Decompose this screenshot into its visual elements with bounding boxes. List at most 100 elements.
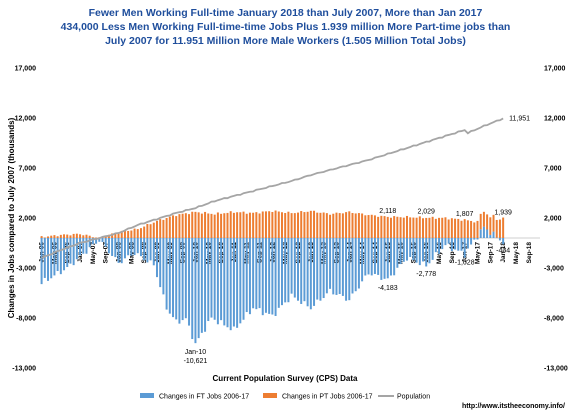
bars xyxy=(40,210,505,344)
pt-jobs-bar xyxy=(287,211,290,238)
data-label: -434 xyxy=(496,247,510,254)
pt-jobs-bar xyxy=(245,213,248,238)
pt-jobs-bar xyxy=(399,217,402,238)
ft-jobs-bar xyxy=(345,238,348,301)
pt-jobs-bar xyxy=(255,212,258,238)
pt-jobs-bar xyxy=(466,220,469,238)
ft-jobs-bar xyxy=(79,238,82,256)
ft-jobs-bar xyxy=(354,238,357,292)
pt-jobs-bar xyxy=(441,217,444,238)
pt-jobs-bar xyxy=(489,217,492,235)
x-axis-title: Current Population Survey (CPS) Data xyxy=(213,374,358,383)
pt-jobs-bar xyxy=(59,234,62,238)
ft-jobs-bar xyxy=(383,238,386,279)
ft-jobs-bar xyxy=(168,238,171,314)
y-tick-label: -8,000 xyxy=(16,316,36,323)
ft-jobs-bar xyxy=(255,238,258,310)
ft-jobs-bar xyxy=(399,238,402,265)
ft-jobs-bar xyxy=(200,238,203,333)
ft-jobs-bar xyxy=(248,238,251,315)
ft-jobs-bar xyxy=(59,238,62,275)
pt-jobs-bar xyxy=(280,212,283,238)
ft-jobs-bar xyxy=(204,238,207,332)
y2-tick-label: 7,000 xyxy=(544,166,562,173)
pt-jobs-bar xyxy=(236,212,239,238)
ft-jobs-bar xyxy=(325,238,328,294)
ft-jobs-bar xyxy=(470,238,473,245)
data-label: 1,807 xyxy=(456,211,474,218)
ft-jobs-bar xyxy=(261,238,264,316)
ft-jobs-bar xyxy=(297,238,300,301)
ft-jobs-bar xyxy=(207,238,210,322)
ft-jobs-bar xyxy=(422,238,425,262)
y-tick-label: 17,000 xyxy=(15,66,37,73)
pt-jobs-bar xyxy=(479,213,482,230)
ft-jobs-bar xyxy=(117,238,120,263)
ft-jobs-bar xyxy=(364,238,367,276)
ft-jobs-bar xyxy=(63,238,66,271)
legend-label: Changes in PT Jobs 2006-17 xyxy=(282,394,373,401)
pt-jobs-bar xyxy=(383,216,386,238)
pt-jobs-bar xyxy=(146,224,149,238)
data-label: Jan-10 xyxy=(185,349,207,356)
pt-jobs-bar xyxy=(239,212,242,238)
pt-jobs-bar xyxy=(438,217,441,238)
ft-jobs-bar xyxy=(277,238,280,308)
pt-jobs-bar xyxy=(197,212,200,238)
ft-jobs-bar xyxy=(293,238,296,298)
ft-jobs-bar xyxy=(309,238,312,310)
pt-jobs-bar xyxy=(53,235,56,238)
pt-jobs-bar xyxy=(306,211,309,238)
ft-jobs-bar xyxy=(300,238,303,304)
y-tick-label: -13,000 xyxy=(12,366,36,373)
data-label: 11,951 xyxy=(509,115,530,122)
ft-jobs-bar xyxy=(271,238,274,315)
ft-jobs-bar xyxy=(319,238,322,301)
pt-jobs-bar xyxy=(402,217,405,238)
ft-jobs-bar xyxy=(322,238,325,299)
ft-jobs-bar xyxy=(428,238,431,264)
pt-jobs-bar xyxy=(473,222,476,238)
ft-jobs-bar xyxy=(111,238,114,256)
pt-jobs-bar xyxy=(329,214,332,238)
pt-jobs-bar xyxy=(293,213,296,238)
ft-jobs-bar xyxy=(351,238,354,294)
pt-jobs-bar xyxy=(210,213,213,238)
y2-tick-label: 2,000 xyxy=(544,216,562,223)
ft-jobs-bar xyxy=(274,238,277,316)
ft-jobs-bar xyxy=(412,238,415,261)
pt-jobs-bar xyxy=(79,234,82,238)
pt-jobs-bar xyxy=(82,235,85,238)
pt-jobs-bar xyxy=(120,230,123,238)
chart-title-line: 434,000 Less Men Working Full-time-time … xyxy=(61,21,511,33)
ft-jobs-bar xyxy=(290,238,293,294)
ft-jobs-bar xyxy=(210,238,213,318)
pt-jobs-bar xyxy=(91,237,94,238)
pt-jobs-bar xyxy=(389,217,392,238)
ft-jobs-bar xyxy=(482,226,485,238)
pt-jobs-bar xyxy=(264,211,267,238)
ft-jobs-bar xyxy=(123,238,126,259)
pt-jobs-bar xyxy=(188,214,191,238)
y2-tick-label: 17,000 xyxy=(544,66,566,73)
pt-jobs-bar xyxy=(300,211,303,238)
ft-jobs-bar xyxy=(194,238,197,344)
data-label: 2,029 xyxy=(417,209,435,216)
ft-jobs-bar xyxy=(380,238,383,280)
ft-jobs-bar xyxy=(165,238,168,310)
ft-jobs-bar xyxy=(367,238,370,275)
ft-jobs-bar xyxy=(495,237,498,239)
pt-jobs-bar xyxy=(95,237,98,239)
pt-jobs-bar xyxy=(216,212,219,238)
pt-jobs-bar xyxy=(335,212,338,238)
ft-jobs-bar xyxy=(104,238,107,247)
pt-jobs-bar xyxy=(377,216,380,238)
pt-jobs-bar xyxy=(322,212,325,238)
ft-jobs-bar xyxy=(409,238,412,257)
pt-jobs-bar xyxy=(338,213,341,238)
ft-jobs-bar xyxy=(341,238,344,296)
x-tick-label: Sep-18 xyxy=(526,242,533,264)
pt-jobs-bar xyxy=(175,216,178,238)
pt-jobs-bar xyxy=(149,224,152,238)
pt-jobs-bar xyxy=(348,211,351,238)
